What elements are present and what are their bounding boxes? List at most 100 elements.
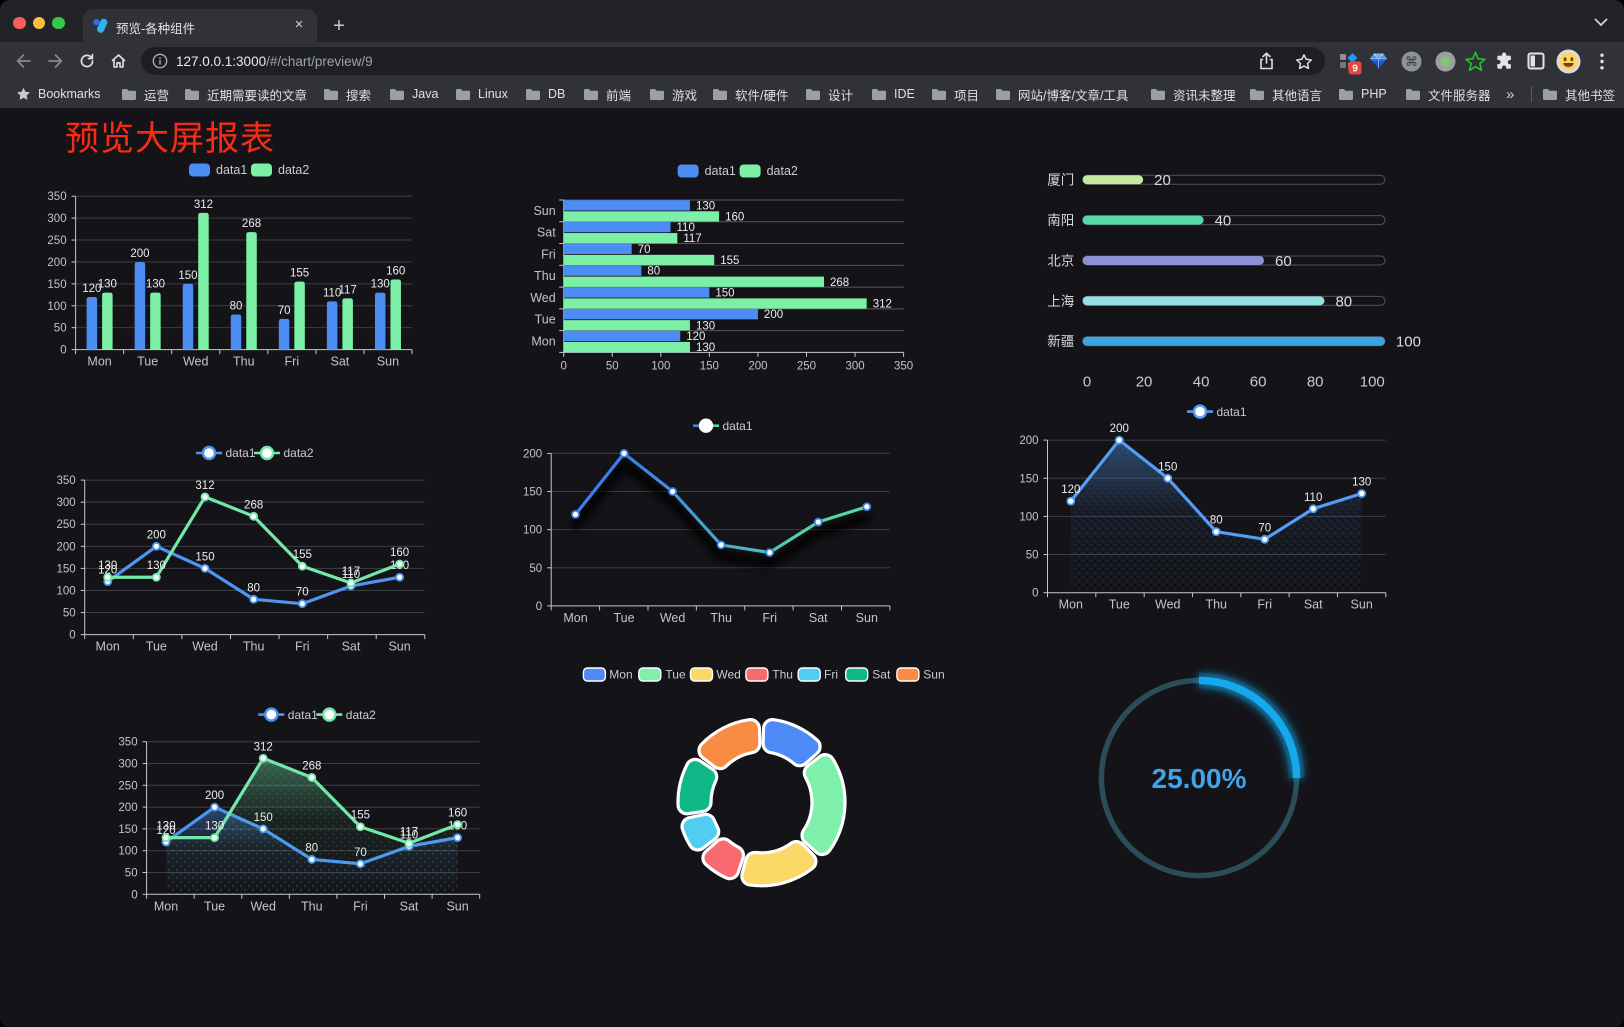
legend-item-data1[interactable]: data1 bbox=[189, 163, 247, 177]
three-dot-menu-icon bbox=[1600, 53, 1604, 69]
recorder-extension-icon bbox=[1435, 51, 1455, 71]
legend-item-Mon[interactable]: Mon bbox=[582, 667, 633, 682]
svg-text:80: 80 bbox=[1307, 374, 1324, 391]
legend-item-data1[interactable]: data1 bbox=[693, 418, 753, 433]
bookmark-folder-item[interactable]: Java bbox=[389, 80, 438, 108]
bookmark-folder-item[interactable]: 游戏 bbox=[649, 80, 697, 108]
value-label: 80 bbox=[230, 301, 243, 313]
profile-avatar[interactable] bbox=[1554, 42, 1582, 80]
bookmarks-overflow-button[interactable]: » bbox=[1506, 80, 1514, 108]
bar bbox=[563, 341, 690, 353]
svg-text:Wed: Wed bbox=[530, 291, 556, 305]
forward-button[interactable] bbox=[42, 42, 68, 80]
bookmark-label: 设计 bbox=[828, 88, 854, 103]
bookmark-folder-item[interactable]: 搜索 bbox=[323, 80, 371, 108]
legend-item-data1[interactable]: data1 bbox=[677, 164, 736, 178]
extension-star-button[interactable] bbox=[1463, 42, 1487, 80]
bookmarks-root[interactable]: Bookmarks bbox=[16, 80, 101, 108]
bookmark-folder-item[interactable]: Linux bbox=[455, 80, 508, 108]
new-tab-button[interactable]: + bbox=[333, 15, 345, 37]
value-label: 200 bbox=[205, 790, 224, 802]
extensions-menu-button[interactable] bbox=[1492, 42, 1516, 80]
legend-item-data1[interactable]: data1 bbox=[196, 445, 256, 460]
legend-item-data1[interactable]: data1 bbox=[258, 707, 318, 722]
donut-slice-Thu[interactable] bbox=[701, 837, 746, 881]
series-data2: 130 130 312 268 155 117 160 bbox=[563, 211, 892, 354]
donut-slice-Tue[interactable] bbox=[800, 753, 847, 857]
bookmark-folder-item[interactable]: 运营 bbox=[121, 80, 169, 108]
browser-tab[interactable]: 预览-各种组件 × bbox=[83, 9, 317, 42]
folder-icon bbox=[122, 88, 136, 100]
tab-search-chevron-icon[interactable] bbox=[1594, 18, 1608, 27]
svg-text:Mon: Mon bbox=[154, 899, 178, 913]
share-icon[interactable] bbox=[1258, 52, 1275, 70]
bookmark-folder-item[interactable]: 软件/硬件 bbox=[712, 80, 788, 108]
bookmark-folder-item[interactable]: 其他语言 bbox=[1249, 80, 1322, 108]
value-label: 268 bbox=[302, 760, 321, 772]
site-info-icon[interactable] bbox=[152, 53, 168, 69]
bookmark-label: 近期需要读的文章 bbox=[207, 88, 308, 103]
extension-command-button[interactable]: ⌘ bbox=[1399, 42, 1423, 80]
value-label: 110 bbox=[1304, 492, 1322, 504]
legend-item-data2[interactable]: data2 bbox=[739, 164, 798, 178]
address-bar[interactable]: 127.0.0.1:3000/#/chart/preview/9 bbox=[141, 47, 1325, 75]
value-label: 130 bbox=[1352, 477, 1371, 489]
svg-text:Sun: Sun bbox=[377, 355, 399, 369]
value-label: 268 bbox=[244, 499, 263, 511]
extension-recorder-button[interactable] bbox=[1433, 42, 1457, 80]
legend-item-data2[interactable]: data2 bbox=[254, 445, 314, 460]
value-label: 150 bbox=[178, 270, 197, 282]
fullscreen-window-button[interactable] bbox=[52, 16, 65, 29]
bookmarks-overflow-chevron: » bbox=[1506, 85, 1515, 103]
bookmark-folder-item[interactable]: 项目 bbox=[931, 80, 979, 108]
svg-text:50: 50 bbox=[125, 868, 138, 880]
chart-two-series-line: 0 50 100 150 200 250 300 350 Mon Tue Wed Thu Fri Sat S… bbox=[35, 435, 445, 660]
donut-slice-Mon[interactable] bbox=[761, 718, 822, 768]
donut-slice-Sat[interactable] bbox=[676, 757, 719, 816]
other-bookmarks-folder[interactable]: 其他书签 bbox=[1542, 80, 1615, 108]
sidebar-toggle-button[interactable] bbox=[1524, 42, 1548, 80]
legend-item-Fri[interactable]: Fri bbox=[797, 667, 838, 682]
legend-item-Thu[interactable]: Thu bbox=[745, 667, 793, 682]
close-window-button[interactable] bbox=[13, 16, 26, 29]
bookmark-label: PHP bbox=[1361, 87, 1387, 101]
legend-item-Tue[interactable]: Tue bbox=[638, 667, 686, 682]
legend-item-Sat[interactable]: Sat bbox=[845, 667, 891, 682]
bookmark-folder-item[interactable]: IDE bbox=[871, 80, 915, 108]
svg-text:20: 20 bbox=[1136, 374, 1153, 391]
extension-gem-button[interactable] bbox=[1366, 42, 1390, 80]
point-marker bbox=[355, 822, 365, 832]
donut-slice-Wed[interactable] bbox=[740, 840, 818, 888]
folder-icon bbox=[650, 88, 664, 100]
legend-item-data1[interactable]: data1 bbox=[1187, 404, 1247, 419]
reload-button[interactable] bbox=[74, 42, 100, 80]
value-label: 70 bbox=[1258, 522, 1271, 534]
bookmark-folder-item[interactable]: 资讯未整理 bbox=[1150, 80, 1236, 108]
bookmark-star-icon[interactable] bbox=[1295, 53, 1313, 70]
tab-close-icon[interactable]: × bbox=[294, 17, 304, 33]
bookmark-folder-item[interactable]: 前端 bbox=[583, 80, 631, 108]
legend-item-Wed[interactable]: Wed bbox=[689, 667, 741, 682]
home-button[interactable] bbox=[105, 42, 131, 80]
bookmark-folder-item[interactable]: PHP bbox=[1338, 80, 1387, 108]
legend-item-Sun[interactable]: Sun bbox=[896, 667, 945, 682]
bookmark-label: 前端 bbox=[606, 88, 632, 103]
browser-menu-button[interactable] bbox=[1592, 42, 1612, 80]
bookmark-folder-item[interactable]: 设计 bbox=[805, 80, 853, 108]
bookmark-folder-item[interactable]: 网站/博客/文章/工具 bbox=[995, 80, 1128, 108]
bar bbox=[563, 211, 720, 222]
bookmark-folder-item[interactable]: 近期需要读的文章 bbox=[184, 80, 307, 108]
minimize-window-button[interactable] bbox=[32, 16, 45, 29]
bar bbox=[134, 261, 146, 350]
bookmark-label: 文件服务器 bbox=[1428, 88, 1491, 103]
bookmark-label: DB bbox=[548, 87, 566, 101]
bookmark-folder-item[interactable]: 文件服务器 bbox=[1405, 80, 1491, 108]
legend-item-data2[interactable]: data2 bbox=[316, 707, 376, 722]
donut-slice-Sun[interactable] bbox=[697, 718, 762, 771]
donut-slice-Fri[interactable] bbox=[680, 812, 721, 852]
legend-item-data2[interactable]: data2 bbox=[251, 163, 309, 177]
extension-word-lookup-button[interactable]: 9 bbox=[1337, 42, 1362, 80]
bookmark-folder-item[interactable]: DB bbox=[525, 80, 565, 108]
back-button[interactable] bbox=[10, 42, 36, 80]
green-star-extension-icon bbox=[1464, 51, 1486, 71]
